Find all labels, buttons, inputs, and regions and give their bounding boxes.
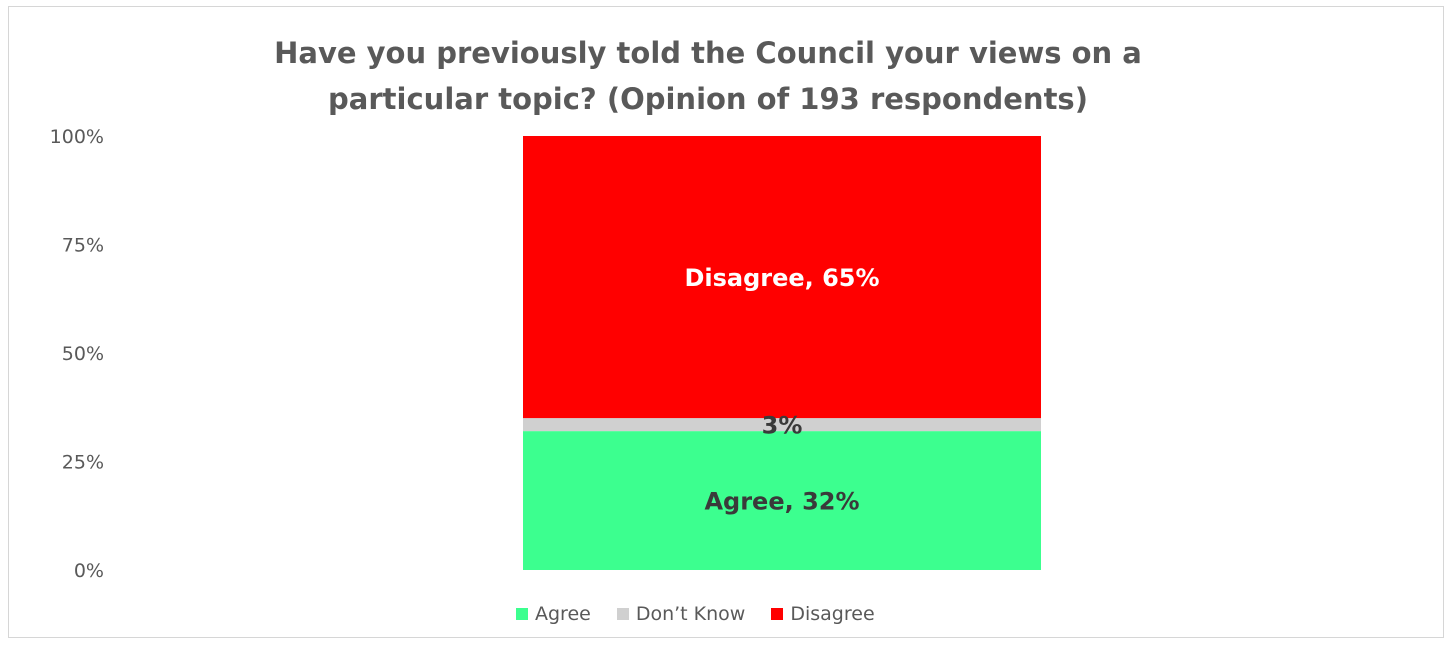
chart-title-line-1: Have you previously told the Council you… (274, 36, 1142, 70)
data-label-don-t-know: 3% (762, 412, 803, 440)
y-tick-label: 0% (74, 560, 104, 582)
y-tick-label: 50% (62, 343, 104, 365)
bar-segment-agree (523, 431, 1041, 570)
legend-swatch-dont-know (616, 608, 629, 620)
y-tick-label: 100% (50, 126, 104, 148)
bar-segment-disagree (523, 136, 1041, 419)
legend-label-disagree: Disagree (790, 603, 875, 625)
legend-item-agree: Agree (516, 603, 591, 625)
y-tick-label: 75% (62, 235, 104, 257)
y-axis-ticks: 0% 25% 50% 75% 100% (50, 126, 104, 582)
bar-segments (523, 136, 1041, 570)
y-tick-label: 25% (62, 452, 104, 474)
chart-title-line-2: particular topic? (Opinion of 193 respon… (328, 82, 1088, 116)
legend-label-agree: Agree (535, 603, 591, 625)
data-label-disagree: Disagree, 65% (684, 264, 879, 292)
chart-title: Have you previously told the Council you… (0, 30, 1416, 122)
data-label-agree: Agree, 32% (704, 488, 859, 516)
chart-legend: Agree Don’t Know Disagree (516, 603, 901, 625)
segment-labels: Agree, 32% 3% Disagree, 65% (684, 264, 879, 516)
legend-swatch-agree (516, 608, 528, 620)
bar-segment-don-t-know (523, 418, 1041, 432)
legend-label-dont-know: Don’t Know (635, 603, 746, 625)
legend-item-disagree: Disagree (771, 603, 875, 625)
legend-item-dont-know: Don’t Know (616, 603, 746, 625)
legend-swatch-disagree (771, 608, 784, 620)
